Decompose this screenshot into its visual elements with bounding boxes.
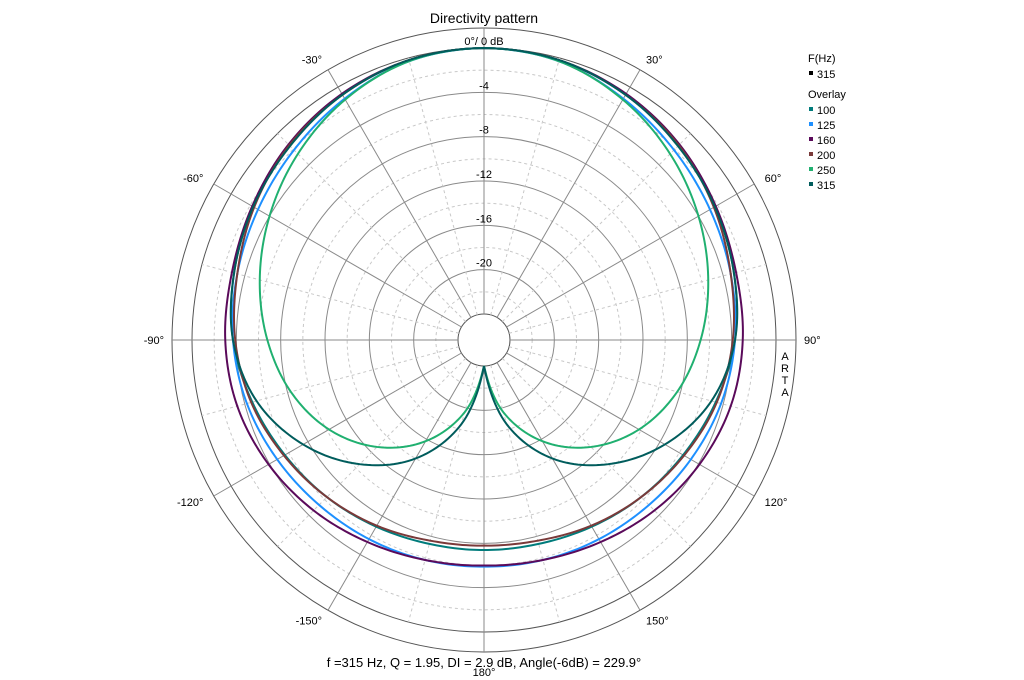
angle-label-minus-30: -30° <box>302 54 322 66</box>
spoke-105 <box>508 346 767 417</box>
legend: F(Hz) 315 Overlay 100 125 160 200 250 315 <box>808 53 846 192</box>
spoke-120 <box>506 352 755 497</box>
angle-label-minus-150: -150° <box>296 616 322 628</box>
spoke-165 <box>490 364 561 623</box>
spoke-15 <box>490 57 561 316</box>
spoke-330 <box>327 69 472 318</box>
spoke-300 <box>213 183 462 328</box>
spoke-225 <box>277 358 466 547</box>
legend-f-swatch <box>809 71 813 75</box>
watermark-letter: T <box>782 375 789 387</box>
radial-label-0db: 0°/ 0 dB <box>464 36 503 48</box>
legend-overlay-header: Overlay <box>808 89 846 101</box>
legend-swatch-125 <box>809 122 813 126</box>
radial-label-16db: -16 <box>476 213 492 225</box>
angle-label-180: 180° <box>473 667 496 679</box>
spoke-210 <box>327 362 472 611</box>
angle-label-120: 120° <box>765 497 788 509</box>
angle-label-minus-120: -120° <box>177 497 203 509</box>
spoke-345 <box>407 57 478 316</box>
spoke-240 <box>213 352 462 497</box>
angle-label-150: 150° <box>646 616 669 628</box>
radial-label-20db: -20 <box>476 258 492 270</box>
legend-swatch-315 <box>809 182 813 186</box>
spoke-60 <box>506 183 755 328</box>
spoke-45 <box>502 133 691 322</box>
legend-f-value: 315 <box>817 69 835 81</box>
legend-f-header: F(Hz) <box>808 53 836 65</box>
radial-label-12db: -12 <box>476 169 492 181</box>
spoke-30 <box>496 69 641 318</box>
footer-stats: f =315 Hz, Q = 1.95, DI = 2.9 dB, Angle(… <box>327 655 642 670</box>
legend-label-100: 100 <box>817 105 835 117</box>
legend-swatch-200 <box>809 152 813 156</box>
angle-label-90: 90° <box>804 335 821 347</box>
watermark-letter: A <box>781 351 789 363</box>
radial-label-4db: -4 <box>479 80 489 92</box>
legend-label-160: 160 <box>817 135 835 147</box>
angle-label-30: 30° <box>646 54 663 66</box>
chart-title: Directivity pattern <box>430 10 538 26</box>
legend-label-315: 315 <box>817 180 835 192</box>
legend-swatch-100 <box>809 107 813 111</box>
legend-label-125: 125 <box>817 120 835 132</box>
spoke-255 <box>201 346 460 417</box>
legend-label-250: 250 <box>817 165 835 177</box>
spoke-150 <box>496 362 641 611</box>
legend-items: 100 125 160 200 250 315 <box>809 105 835 192</box>
spoke-135 <box>502 358 691 547</box>
spoke-285 <box>201 263 460 334</box>
watermark-letter: R <box>781 363 789 375</box>
spoke-75 <box>508 263 767 334</box>
series-line-315 <box>229 46 739 467</box>
angle-label-minus-60: -60° <box>183 173 203 185</box>
watermark-letter: A <box>781 387 789 399</box>
series-layer <box>224 46 744 568</box>
legend-swatch-250 <box>809 167 813 171</box>
angle-label-minus-90: -90° <box>144 335 164 347</box>
radial-label-8db: -8 <box>479 125 489 137</box>
legend-label-200: 200 <box>817 150 835 162</box>
angle-label-60: 60° <box>765 173 782 185</box>
ring-inner <box>457 313 511 367</box>
spoke-195 <box>407 364 478 623</box>
spoke-315 <box>277 133 466 322</box>
legend-swatch-160 <box>809 137 813 141</box>
polar-labels: 30° 60° 90° 120° 150° 180° -150° -120° -90° -60° -… <box>144 36 821 679</box>
